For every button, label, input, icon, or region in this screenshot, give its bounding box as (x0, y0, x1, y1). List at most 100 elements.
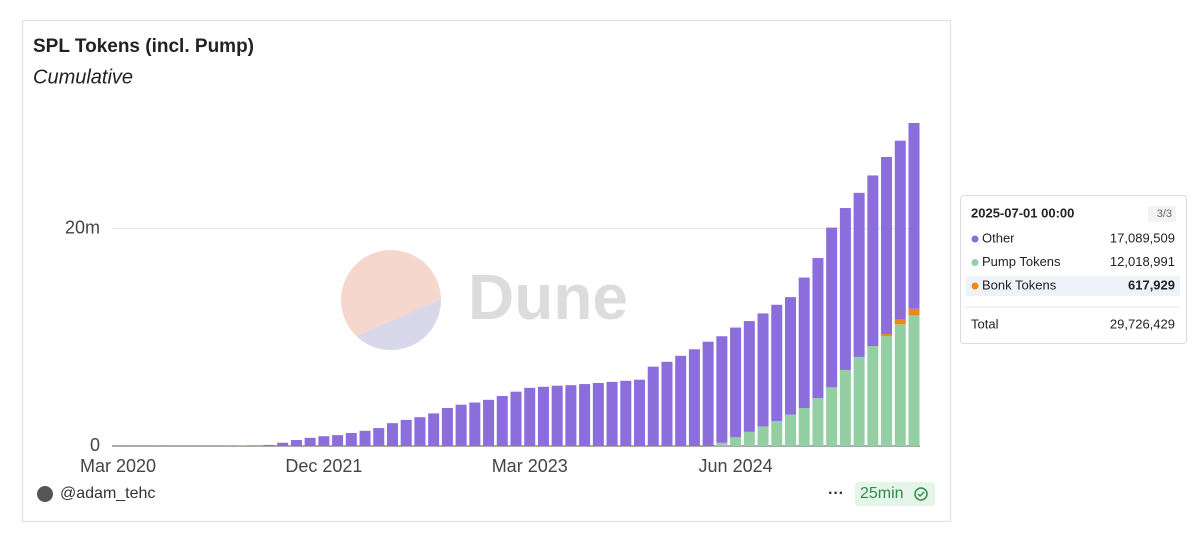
bar (757, 313, 769, 427)
bar (455, 404, 467, 446)
bar (620, 380, 632, 446)
refresh: 25min (860, 485, 904, 502)
bar (894, 140, 906, 320)
bar (881, 156, 893, 335)
tooltip-total-label: Total (971, 316, 999, 331)
bar (894, 324, 906, 446)
bar (428, 413, 440, 446)
x-tick-label: Mar 2023 (492, 456, 568, 476)
x-tick-label: Dec 2021 (285, 456, 362, 476)
bar (826, 387, 838, 446)
bar (592, 382, 604, 446)
bar (263, 444, 275, 446)
avatar (37, 486, 53, 502)
bar (688, 349, 700, 446)
bar (496, 396, 508, 446)
bar (867, 346, 879, 446)
bar (579, 384, 591, 446)
bar (469, 402, 481, 446)
watermark-logo (341, 250, 441, 350)
tooltip-page-bg (1148, 206, 1176, 222)
bar (867, 175, 879, 347)
bar (675, 355, 687, 446)
bar (290, 440, 302, 446)
tooltip-name: Other (982, 230, 1015, 245)
bar (771, 304, 783, 422)
author: @adam_tehc (60, 485, 155, 502)
x-tick-label: Jun 2024 (699, 456, 773, 476)
bar (345, 432, 357, 446)
footer: @adam_tehc ··· 25min (37, 482, 935, 506)
bar (386, 423, 398, 446)
bar (565, 385, 577, 446)
tooltip-value: 12,018,991 (1110, 254, 1175, 269)
tooltip: 2025-07-01 00:00 3/3 Total 29,726,429 Ot… (960, 195, 1187, 344)
bar (812, 398, 824, 446)
tooltip-swatch (971, 282, 979, 290)
bar (757, 426, 769, 446)
tooltip-highlight (966, 276, 1180, 296)
bar (414, 417, 426, 446)
bar (730, 437, 742, 446)
bar (853, 356, 865, 446)
bar (908, 308, 920, 316)
chart-title: SPL Tokens (incl. Pump) (33, 36, 254, 57)
bar (881, 336, 893, 446)
bar (743, 321, 755, 432)
bar (784, 414, 796, 446)
bar (894, 319, 906, 325)
refresh-badge (855, 482, 935, 506)
tooltip-swatch (971, 235, 979, 243)
bar (551, 385, 563, 446)
bar (881, 334, 893, 337)
bar (853, 192, 865, 357)
bar (908, 123, 920, 309)
bar (318, 436, 330, 446)
bar (798, 277, 810, 408)
bar (249, 445, 261, 446)
tooltip-swatch (971, 259, 979, 266)
bar (771, 421, 783, 446)
bar (908, 315, 920, 446)
bar (359, 430, 371, 446)
bar (798, 407, 810, 446)
tooltip-date: 2025-07-01 00:00 (971, 205, 1074, 220)
more-button[interactable]: ··· (828, 485, 844, 502)
tooltip-name: Pump Tokens (982, 254, 1061, 269)
y-tick-label: 0 (90, 435, 100, 455)
bar (634, 379, 646, 446)
bar (716, 336, 728, 443)
bar (524, 387, 536, 446)
tooltip-value: 17,089,509 (1110, 230, 1175, 245)
bar (812, 258, 824, 399)
bar (647, 366, 659, 446)
watermark: Dune (468, 261, 628, 333)
bar (373, 428, 385, 446)
tooltip-name: Bonk Tokens (982, 277, 1057, 292)
bar (743, 431, 755, 446)
tooltip-value: 617,929 (1128, 277, 1175, 292)
check-mark (917, 491, 925, 498)
bar (441, 407, 453, 446)
bar (277, 442, 289, 446)
bar (304, 437, 316, 446)
bar (661, 361, 673, 446)
x-tick-label: Mar 2020 (80, 456, 156, 476)
bar (784, 297, 796, 415)
chart-subtitle: Cumulative (33, 66, 133, 88)
bar (839, 208, 851, 370)
bar (510, 391, 522, 446)
bar (716, 442, 728, 446)
bar (606, 381, 618, 446)
bar (483, 399, 495, 446)
bar (702, 341, 714, 446)
bar (537, 386, 549, 446)
bar (332, 435, 344, 446)
bar (730, 327, 742, 438)
check-icon (914, 487, 928, 501)
tooltip-total: 29,726,429 (1110, 316, 1175, 331)
bar (400, 419, 412, 446)
tooltip-page: 3/3 (1157, 208, 1172, 220)
